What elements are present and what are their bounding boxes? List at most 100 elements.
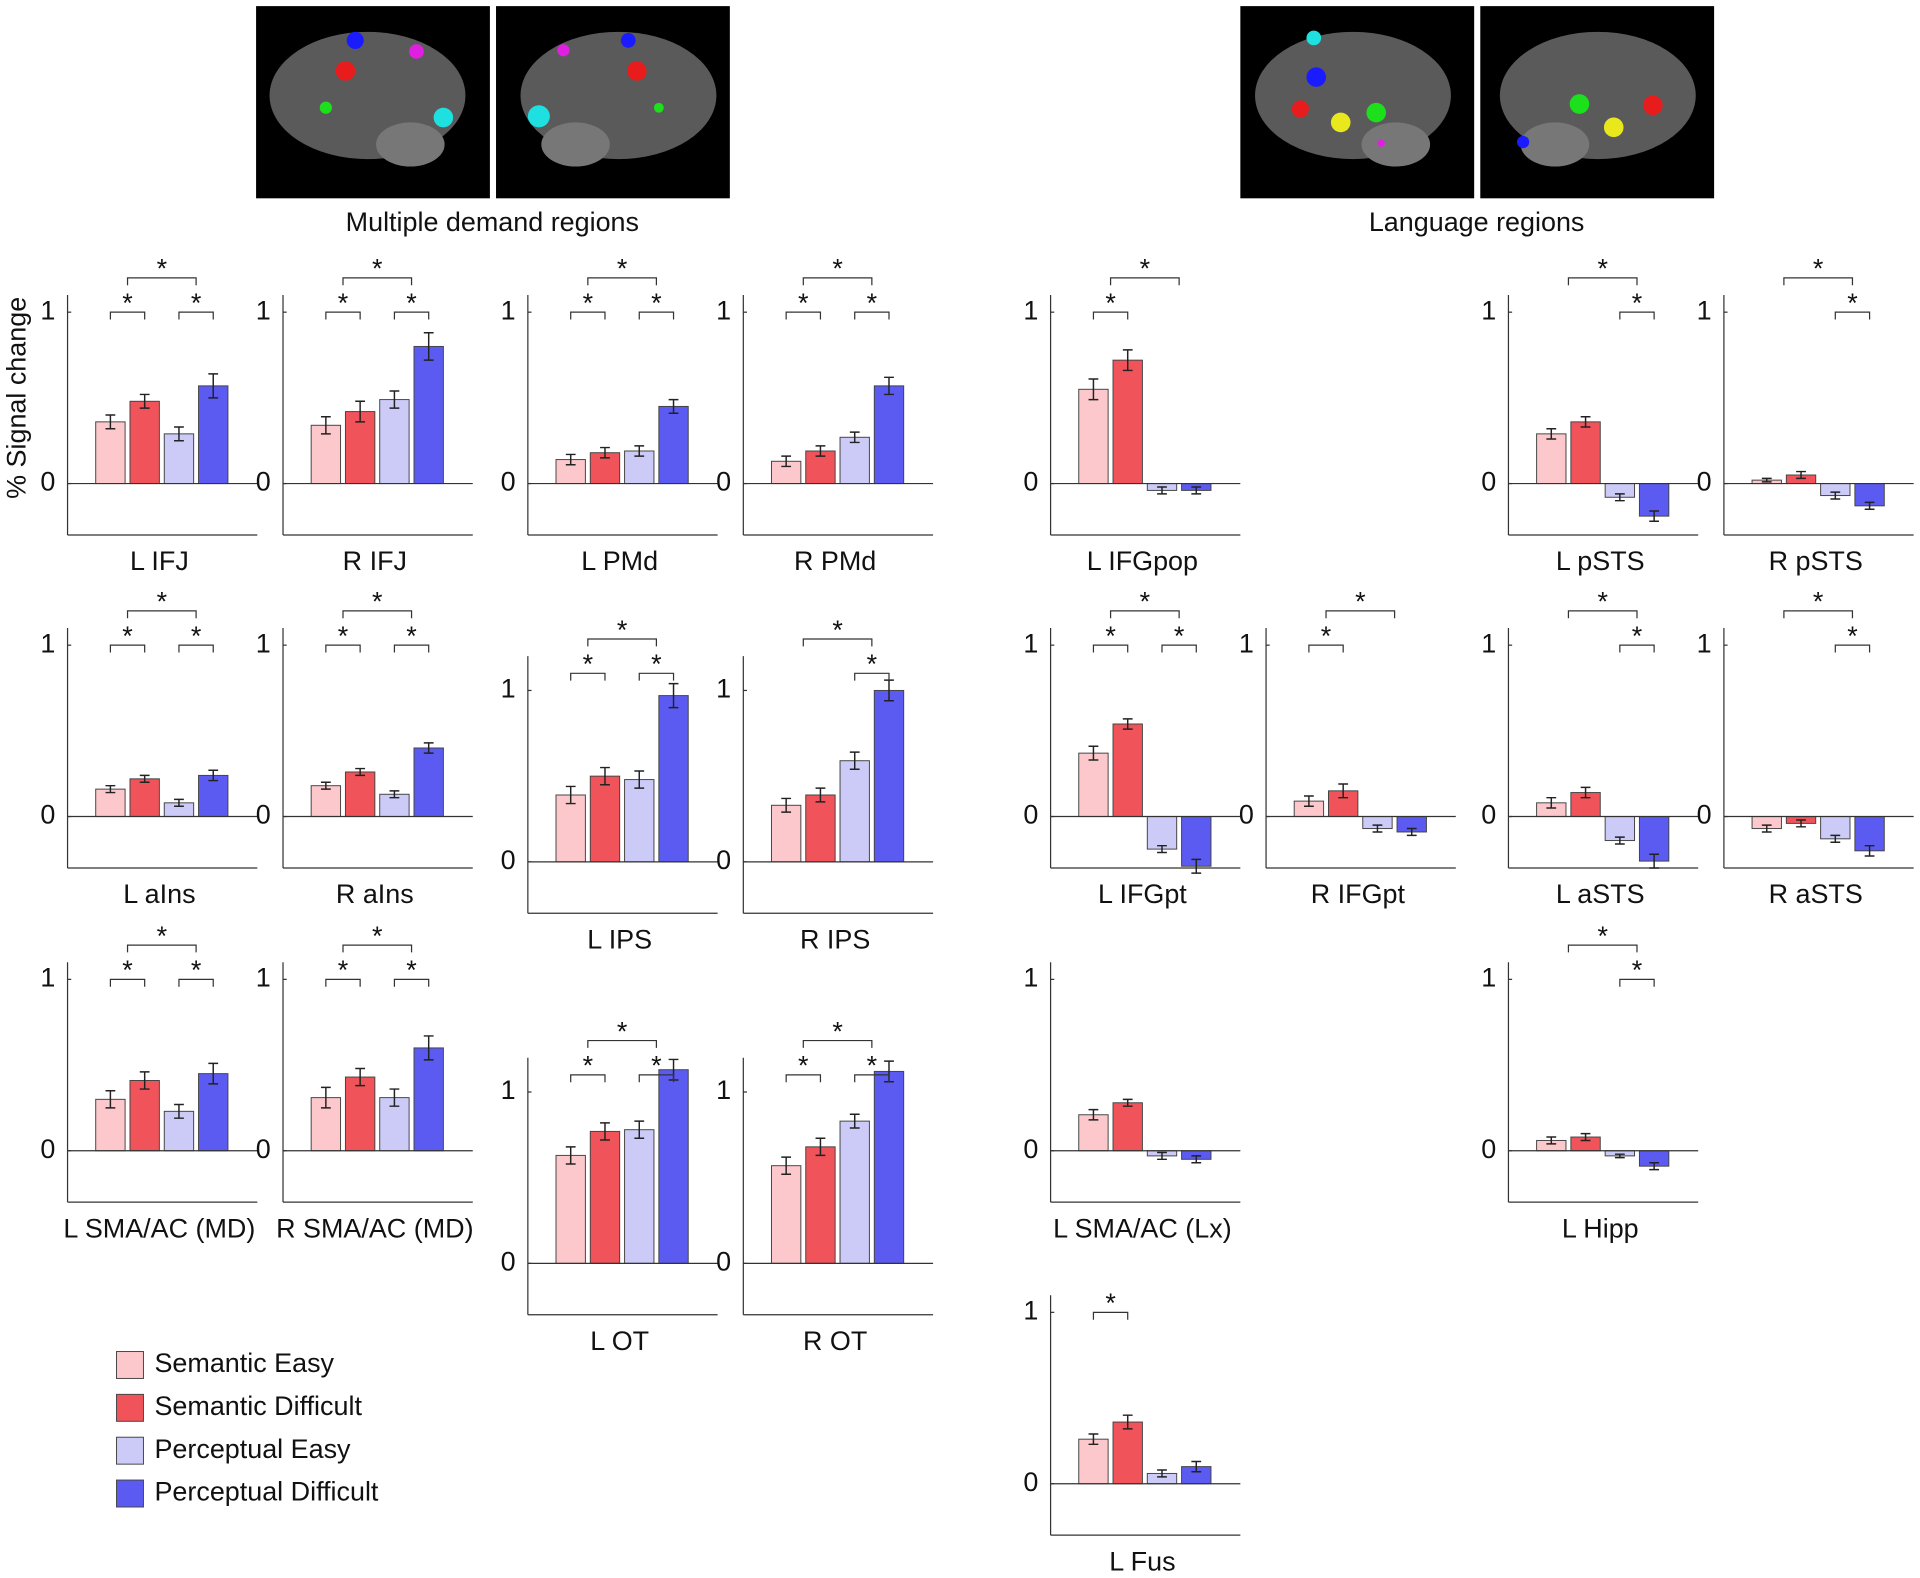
- error-bar: [1761, 477, 1772, 483]
- region-blob: [1291, 100, 1309, 118]
- bar: [198, 385, 229, 485]
- y-tick-label: 1: [40, 295, 55, 325]
- y-tick-label: 0: [1239, 800, 1254, 830]
- significance-label: *: [157, 921, 168, 951]
- region-blob: [346, 31, 364, 49]
- significance-label: *: [1813, 587, 1824, 617]
- bar: [310, 424, 342, 485]
- bar: [624, 779, 655, 863]
- legend-label: Semantic Easy: [154, 1348, 334, 1378]
- panel-title: L aIns: [123, 879, 195, 909]
- significance-bracket: [342, 944, 413, 953]
- significance-label: *: [1632, 621, 1643, 651]
- significance-label: *: [406, 288, 417, 318]
- significance-label: *: [191, 955, 202, 985]
- significance-bracket: [178, 644, 214, 653]
- bar: [1570, 421, 1601, 485]
- error-bar: [355, 1067, 366, 1087]
- significance-bracket: [393, 311, 430, 320]
- error-bar: [1157, 844, 1167, 854]
- significance-label: *: [1597, 921, 1608, 951]
- significance-label: *: [867, 288, 878, 318]
- error-bar: [1614, 493, 1625, 502]
- y-tick-label: 0: [1481, 800, 1496, 830]
- significance-label: *: [651, 288, 662, 318]
- error-bar: [600, 1122, 610, 1141]
- significance-bracket: [570, 311, 606, 320]
- significance-bracket: [1567, 277, 1638, 286]
- significance-label: *: [583, 288, 594, 318]
- y-tick-label: 1: [256, 295, 271, 325]
- significance-label: *: [1847, 288, 1858, 318]
- error-bar: [565, 785, 576, 805]
- region-blob: [1377, 139, 1385, 147]
- significance-bracket: [638, 1074, 675, 1083]
- y-tick-label: 1: [1481, 295, 1496, 325]
- legend-label: Perceptual Difficult: [154, 1477, 378, 1507]
- significance-bracket: [587, 1039, 658, 1048]
- error-bar: [781, 1156, 792, 1175]
- error-bar: [1580, 415, 1591, 428]
- error-bar: [1546, 796, 1557, 809]
- significance-bracket: [638, 311, 675, 320]
- significance-bracket: [1834, 311, 1871, 320]
- bar: [129, 1079, 160, 1152]
- bar: [770, 804, 802, 863]
- error-bar: [781, 797, 792, 813]
- error-bar: [1864, 501, 1875, 511]
- panel-title: L pSTS: [1556, 546, 1645, 576]
- error-bar: [1761, 824, 1772, 833]
- error-bar: [1864, 844, 1875, 857]
- region-blob: [409, 44, 424, 59]
- panel-title: L IFJ: [130, 546, 189, 576]
- bar: [95, 421, 126, 485]
- y-axis-label: % Signal change: [2, 297, 32, 499]
- bar: [1112, 723, 1143, 818]
- error-bar: [174, 1103, 184, 1119]
- bar: [379, 399, 410, 485]
- error-bar: [815, 787, 826, 803]
- bar: [805, 794, 836, 863]
- legend-label: Perceptual Easy: [154, 1434, 351, 1464]
- significance-bracket: [342, 610, 413, 619]
- error-bar: [423, 742, 434, 754]
- significance-label: *: [832, 1016, 843, 1046]
- significance-label: *: [1632, 955, 1643, 985]
- significance-label: *: [832, 615, 843, 645]
- panel-title: L SMA/AC (MD): [63, 1213, 255, 1243]
- panel-title: R IFJ: [343, 546, 407, 576]
- error-bar: [139, 393, 150, 409]
- y-tick-label: 1: [256, 628, 271, 658]
- brain: [1361, 122, 1431, 167]
- y-tick-label: 0: [716, 845, 731, 875]
- significance-bracket: [1325, 610, 1396, 619]
- panel-title: R pSTS: [1769, 546, 1863, 576]
- bar: [129, 778, 160, 818]
- error-bar: [1088, 1433, 1099, 1446]
- error-bar: [1122, 1098, 1133, 1107]
- bar: [198, 774, 229, 818]
- bar: [344, 771, 376, 818]
- bar: [129, 400, 160, 485]
- panel-title: R IFGpt: [1311, 879, 1406, 909]
- error-bar: [423, 332, 434, 361]
- error-bar: [1830, 491, 1841, 500]
- significance-label: *: [372, 921, 383, 951]
- error-bar: [1157, 486, 1167, 495]
- error-bar: [389, 390, 400, 409]
- error-bar: [174, 798, 184, 807]
- error-bar: [1649, 1162, 1660, 1171]
- significance-bracket: [1567, 944, 1638, 953]
- panel-title: R PMd: [794, 546, 876, 576]
- error-bar: [355, 767, 366, 777]
- error-bar: [634, 1120, 645, 1140]
- error-bar: [1122, 349, 1133, 372]
- significance-bracket: [1619, 644, 1655, 653]
- significance-label: *: [617, 615, 628, 645]
- y-tick-label: 0: [40, 1134, 55, 1164]
- error-bar: [1796, 819, 1806, 828]
- bar: [555, 794, 586, 863]
- error-bar: [1580, 1132, 1591, 1142]
- y-tick-label: 0: [501, 1246, 516, 1276]
